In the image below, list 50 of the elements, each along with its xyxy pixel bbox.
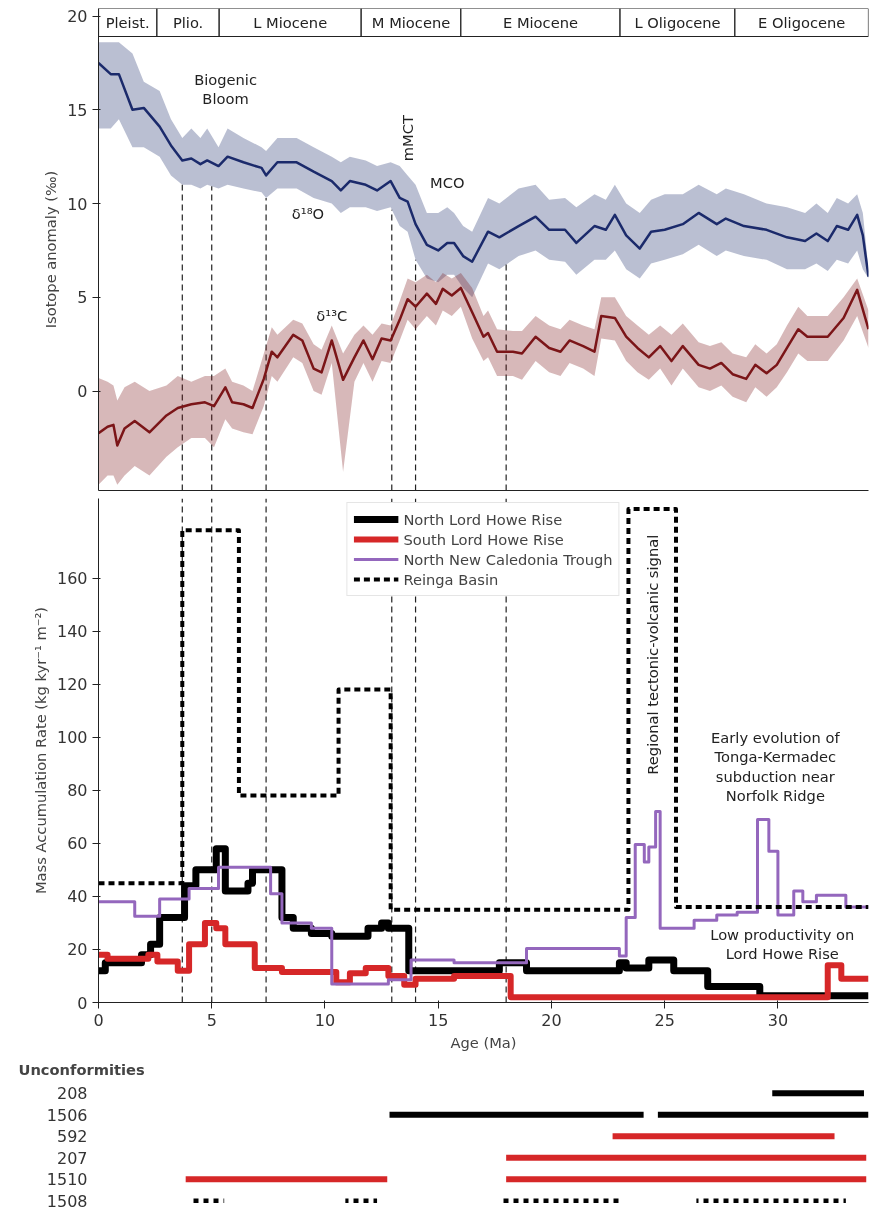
- annotation: δ¹⁸O: [291, 205, 325, 223]
- band-label: E Oligocene: [758, 14, 846, 31]
- band-label: L Oligocene: [634, 14, 721, 31]
- x-tick-label: 5: [206, 1010, 217, 1030]
- y-tick-label: 208: [56, 1084, 88, 1104]
- chart-title: Unconformities: [18, 1060, 145, 1078]
- annotation: MCO: [430, 174, 465, 192]
- y-tick-label: 5: [77, 288, 88, 308]
- band-label: Pleist.: [105, 14, 150, 31]
- y-tick-label: 100: [56, 728, 88, 748]
- y-tick-label: 20: [67, 7, 88, 26]
- x-tick-label: 10: [314, 1010, 336, 1030]
- annotation: Early evolution of Tonga-Kermadec subduction near Norfolk Ridge: [711, 728, 841, 805]
- y-tick-label: 160: [56, 569, 88, 589]
- x-tick-label: 30: [767, 1010, 789, 1030]
- annotation: Regional tectonic-volcanic signal: [644, 534, 662, 775]
- y-tick-label: 60: [67, 834, 88, 854]
- y-axis-title: Mass Accumulation Rate (kg kyr⁻¹ m⁻²): [31, 606, 49, 895]
- annotation: Biogenic Bloom: [194, 70, 257, 108]
- y-tick-label: 10: [67, 194, 88, 214]
- band-label: E Miocene: [502, 14, 578, 31]
- y-tick-label: 0: [77, 993, 88, 1013]
- annotation: δ¹³C: [316, 306, 348, 324]
- y-tick-label: 1510: [46, 1170, 88, 1190]
- legend-label: South Lord Howe Rise: [403, 530, 564, 548]
- y-axis-title: Isotope anomaly (‰): [42, 170, 60, 329]
- y-tick-label: 15: [67, 100, 88, 120]
- x-tick-label: 20: [541, 1010, 562, 1030]
- y-tick-label: 40: [67, 887, 88, 907]
- y-tick-label: 120: [56, 675, 88, 695]
- legend-label: Reinga Basin: [403, 570, 499, 588]
- legend-label: North New Caledonia Trough: [403, 550, 613, 568]
- y-tick-label: 1508: [46, 1191, 88, 1211]
- x-tick-label: 15: [428, 1010, 449, 1030]
- y-tick-label: 592: [56, 1127, 88, 1147]
- y-tick-label: 1506: [46, 1105, 88, 1125]
- y-tick-label: 80: [67, 781, 88, 801]
- x-axis-title: Age (Ma): [450, 1033, 517, 1051]
- annotation: mMCT: [398, 115, 416, 162]
- annotation: Low productivity on Lord Howe Rise: [710, 925, 855, 963]
- legend-label: North Lord Howe Rise: [403, 510, 563, 528]
- band-label: M Miocene: [371, 14, 451, 31]
- band-label: L Miocene: [253, 14, 328, 31]
- x-tick-label: 25: [654, 1010, 675, 1030]
- y-tick-label: 140: [56, 622, 88, 642]
- band-label: Plio.: [172, 14, 204, 31]
- y-tick-label: 0: [77, 382, 88, 402]
- x-tick-label: 0: [93, 1010, 104, 1030]
- y-tick-label: 20: [67, 940, 88, 960]
- y-tick-label: 207: [56, 1148, 88, 1168]
